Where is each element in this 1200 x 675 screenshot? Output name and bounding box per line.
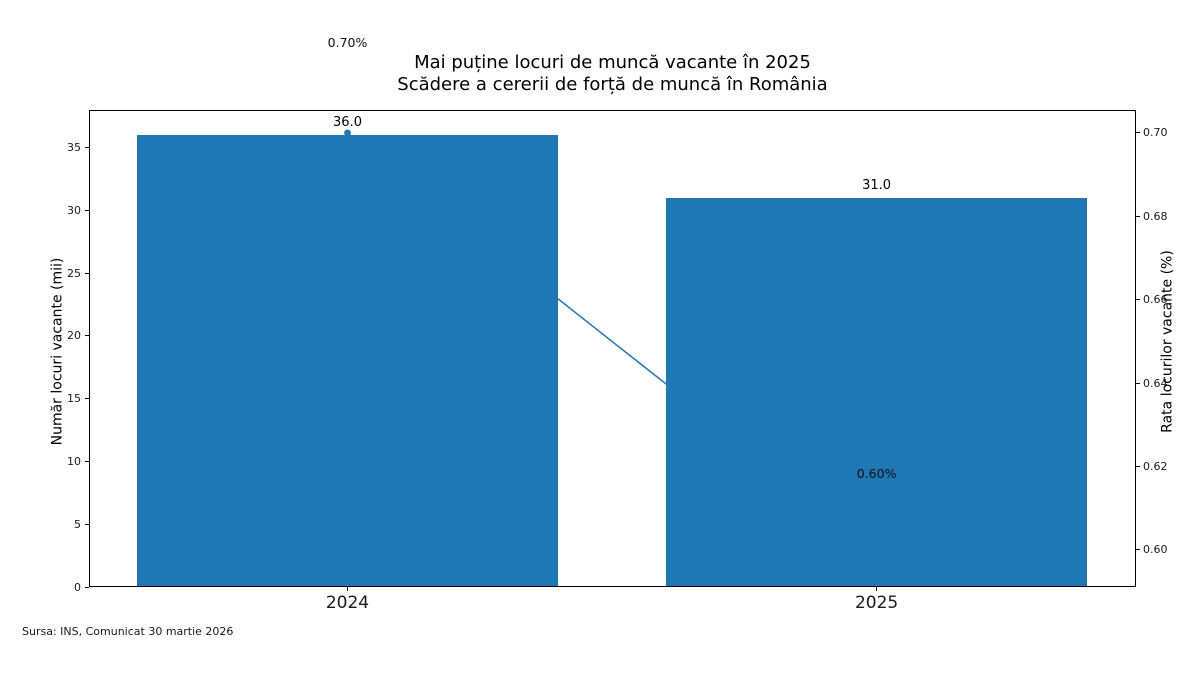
right-tick-label-0.60: 0.60 <box>1143 543 1168 557</box>
left-axis-label: Număr locuri vacante (mii) <box>49 257 66 446</box>
right-tick-mark-0.64 <box>1136 382 1140 384</box>
right-tick-mark-0.70 <box>1136 132 1140 134</box>
left-tick-label-15: 15 <box>67 392 81 406</box>
right-axis-label: Rata locurilor vacante (%) <box>1159 250 1176 433</box>
left-tick-mark-15 <box>85 398 89 400</box>
bar-2024 <box>136 135 559 587</box>
right-tick-label-0.64: 0.64 <box>1143 376 1168 390</box>
right-tick-mark-0.60 <box>1136 549 1140 551</box>
chart-title: Mai puține locuri de muncă vacante în 20… <box>414 52 811 73</box>
left-tick-label-0: 0 <box>74 580 81 594</box>
bar-value-label-2025: 31.0 <box>862 177 892 193</box>
left-tick-label-35: 35 <box>67 141 81 155</box>
bar-value-label-2024: 36.0 <box>333 115 362 131</box>
left-tick-label-20: 20 <box>67 329 81 343</box>
bar-2025 <box>665 197 1088 587</box>
x-tick-mark-2025 <box>876 587 878 591</box>
rate-marker-2024 <box>344 129 351 137</box>
left-tick-mark-5 <box>85 523 89 525</box>
left-tick-label-25: 25 <box>67 266 81 280</box>
right-tick-label-0.66: 0.66 <box>1143 293 1168 307</box>
source-note: Sursa: INS, Comunicat 30 martie 2026 <box>22 625 234 638</box>
right-tick-label-0.68: 0.68 <box>1143 209 1168 223</box>
left-tick-label-10: 10 <box>67 454 81 468</box>
left-tick-mark-20 <box>85 335 89 337</box>
x-tick-mark-2024 <box>347 587 348 591</box>
left-tick-label-30: 30 <box>67 203 81 217</box>
right-tick-label-0.70: 0.70 <box>1143 126 1168 140</box>
right-tick-mark-0.62 <box>1136 465 1140 467</box>
x-tick-label-2025: 2025 <box>854 593 899 613</box>
x-tick-label-2024: 2024 <box>325 593 370 613</box>
rate-annotation-2025: 0.60% <box>856 466 897 481</box>
right-tick-mark-0.68 <box>1136 215 1140 217</box>
chart-subtitle: Scădere a cererii de forță de muncă în R… <box>397 74 828 95</box>
rate-annotation-2024: 0.70% <box>327 34 368 50</box>
left-tick-label-5: 5 <box>74 517 81 531</box>
left-tick-mark-0 <box>85 586 89 588</box>
right-tick-mark-0.66 <box>1136 299 1140 301</box>
chart-title-block: Mai puține locuri de muncă vacante în 20… <box>89 52 1136 96</box>
left-tick-mark-30 <box>85 209 89 211</box>
left-tick-mark-25 <box>85 272 89 274</box>
left-tick-mark-10 <box>85 460 89 462</box>
left-tick-mark-35 <box>85 147 89 149</box>
right-tick-label-0.62: 0.62 <box>1143 459 1168 473</box>
